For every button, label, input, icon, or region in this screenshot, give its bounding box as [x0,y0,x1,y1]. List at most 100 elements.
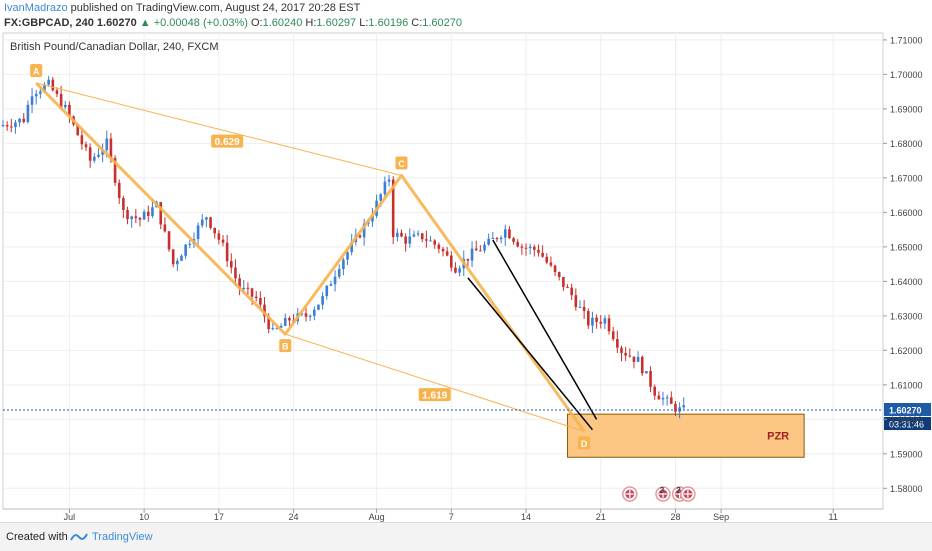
candle-body [342,259,345,269]
candle-body [105,138,109,151]
symbol-label: FX:GBPCAD, 240 [4,17,94,29]
candle-body [557,272,561,277]
candle-body [47,79,50,85]
ratio-marker [418,388,451,402]
close-value: 1.60270 [422,17,463,29]
candle-body [267,316,270,330]
last-price: 1.60270 [96,17,137,29]
price-chart[interactable]: British Pound/Canadian Dollar, 240, FXCM… [0,0,932,522]
ratio-label: 1.619 [422,391,447,402]
candle-body [516,241,520,247]
pzr-zone-rect [567,413,805,458]
candle-body [645,371,648,374]
candle-body [412,234,416,237]
candle-body [242,287,246,290]
candle-body [184,244,187,256]
candle-body [321,296,324,305]
close-label: C: [411,17,423,29]
candle-body [574,295,578,308]
candle-body [234,267,237,279]
event-count: 3 [676,486,681,495]
candle-body [512,238,515,242]
candles [1,75,686,419]
candle-body [68,104,71,117]
point-label: A [33,67,40,77]
footer-bar: Created with TradingView [0,522,932,551]
candle-body [117,182,121,199]
candle-body [109,138,113,159]
candle-body [607,318,611,332]
low-value: 1.60196 [368,17,409,29]
candle-body [665,397,669,399]
y-tick-label: 1.59000 [890,449,923,459]
candle-body [458,268,461,273]
candle-body [503,229,507,238]
time-axis[interactable]: Jul 10 17 24 Aug 7 14 21 28 Sep 11 [3,508,883,522]
x-tick-label: 10 [139,512,149,522]
candle-body [595,317,598,322]
price-axis[interactable]: 1.71000 1.70000 1.69000 1.68000 1.67000 1.660… [883,35,923,494]
author-link[interactable]: IvanMadrazo [4,2,68,14]
candle-body [200,219,204,226]
candle-body [537,249,540,253]
pzr-label: PZR [767,431,789,443]
candle-body [142,211,146,220]
y-tick-label: 1.70000 [890,70,923,80]
x-tick-label: 14 [521,512,531,522]
candle-body [259,298,262,305]
y-tick-label: 1.68000 [890,139,923,149]
candle-body [483,244,486,251]
last-price-tag-label: 1.60270 [889,406,922,416]
price-change: +0.00048 (+0.03%) [153,17,248,29]
candle-body [425,239,428,241]
candle-body [466,258,470,261]
candle-body [271,328,275,330]
candle-body [553,265,557,273]
candle-body [254,296,258,299]
candle-body [275,327,279,329]
candle-body [163,224,167,232]
candle-body [408,236,412,244]
last-price-line: 1.60270 03:31:46 [3,403,931,431]
y-tick-label: 1.63000 [890,311,923,321]
x-tick-label: 24 [289,512,299,522]
tradingview-brand[interactable]: TradingView [92,531,153,543]
candle-body [499,237,503,240]
candle-body [113,158,117,183]
candle-body [682,405,686,408]
candle-body [441,248,445,252]
point-label: B [282,342,289,352]
candle-body [450,255,453,268]
ratio-marker [211,134,244,148]
candle-body [657,395,661,400]
harmonic-pattern[interactable]: A B C D 0.629 1.619 [30,64,591,450]
candle-body [611,331,615,340]
candle-body [263,304,266,317]
candle-body [649,371,652,387]
candle-body [616,339,619,348]
candle-body [628,355,632,357]
candle-body [205,217,208,220]
candle-body [454,267,457,273]
x-tick-label: 17 [214,512,224,522]
wedge-lines[interactable] [467,239,598,431]
up-triangle-icon: ▲ [139,17,151,29]
candle-body [221,239,225,243]
candle-body [636,356,640,362]
candle-body [640,356,644,374]
pzr-zone[interactable]: PZR [567,413,805,458]
trend-line [467,277,594,431]
candle-body [379,194,383,201]
candle-body [134,216,138,218]
candle-body [487,238,490,245]
open-label: O: [250,17,263,29]
candle-body [80,135,84,145]
candle-body [437,244,441,249]
published-text: published on TradingView.com, August 24,… [70,2,361,14]
candle-body [524,247,528,249]
candle-body [126,209,129,220]
candle-body [586,311,590,326]
y-tick-label: 1.67000 [890,173,923,183]
event-count: 3 [660,486,665,495]
